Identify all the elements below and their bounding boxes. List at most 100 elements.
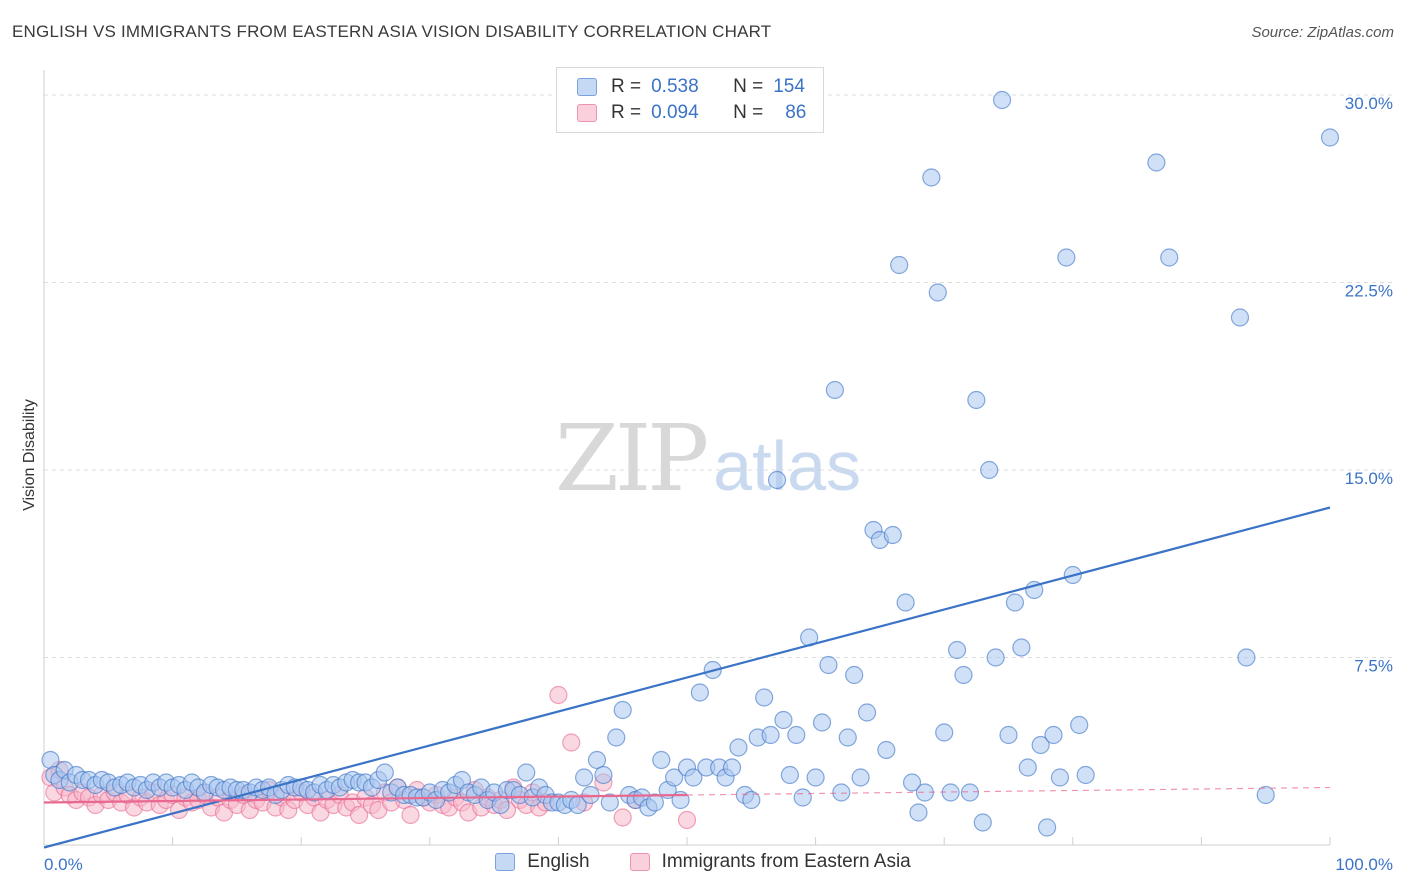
english-point xyxy=(845,665,864,685)
legend-n-value: 154 xyxy=(773,76,805,97)
english-point xyxy=(1256,785,1275,805)
english-point xyxy=(999,725,1018,745)
english-point xyxy=(787,725,806,745)
y-tick-label: 30.0% xyxy=(1345,94,1393,113)
english-point xyxy=(1012,638,1031,657)
english-point xyxy=(742,790,761,810)
english-point xyxy=(992,90,1012,110)
english-point xyxy=(793,788,812,807)
english-trendline xyxy=(43,506,1331,849)
legend-n-value: 86 xyxy=(785,102,807,123)
english-point xyxy=(851,768,870,787)
english-point xyxy=(587,750,607,770)
english-point xyxy=(986,648,1005,667)
english-point xyxy=(1005,593,1025,612)
english-point xyxy=(665,768,684,787)
y-tick-label: 7.5% xyxy=(1354,657,1393,676)
legend-stats: R = 0.538 N = 154 R = 0.094 N = 86 xyxy=(556,67,824,133)
english-point xyxy=(812,713,832,732)
english-point xyxy=(806,768,825,787)
english-point xyxy=(1230,308,1250,327)
x-tick-label: 100.0% xyxy=(1335,855,1393,874)
english-point xyxy=(1031,735,1050,755)
english-point xyxy=(729,738,748,757)
asia-point xyxy=(613,808,632,827)
english-point xyxy=(883,525,902,545)
english-point xyxy=(857,703,877,722)
legend-label-asia: Immigrants from Eastern Asia xyxy=(661,851,911,872)
english-point xyxy=(838,728,857,747)
english-point xyxy=(947,640,967,660)
legend-swatch-english xyxy=(495,853,516,871)
english-point xyxy=(41,750,60,770)
english-point xyxy=(825,380,844,400)
source-credit: Source: ZipAtlas.com xyxy=(1251,24,1394,41)
y-tick-label: 22.5% xyxy=(1345,282,1393,301)
legend-row-asia: R = 0.094 N = 86 xyxy=(577,100,806,126)
english-point xyxy=(819,655,838,675)
english-point xyxy=(1044,725,1063,745)
english-point xyxy=(1160,248,1179,267)
english-point xyxy=(896,593,915,612)
legend-r-label: R = xyxy=(611,76,642,97)
legend-swatch-asia xyxy=(629,853,650,871)
english-point xyxy=(767,470,787,490)
x-tick-label: 0.0% xyxy=(44,855,83,874)
legend-r-value: 0.538 xyxy=(651,76,699,97)
legend-r-value: 0.094 xyxy=(651,102,699,123)
english-point xyxy=(1037,818,1057,837)
watermark-atlas: atlas xyxy=(713,427,862,505)
english-point xyxy=(973,813,992,832)
asia-point xyxy=(349,805,369,825)
english-point xyxy=(935,723,954,742)
english-point xyxy=(1147,153,1166,172)
english-point xyxy=(1070,715,1089,735)
legend-label-english: English xyxy=(527,851,590,872)
english-point xyxy=(690,683,709,702)
english-point xyxy=(684,768,703,787)
legend-series: English Immigrants from Eastern Asia xyxy=(0,851,1406,873)
english-point xyxy=(1237,648,1256,667)
english-point xyxy=(909,803,928,822)
asia-point xyxy=(549,685,568,705)
english-point xyxy=(722,758,742,777)
english-point xyxy=(761,725,780,745)
english-point xyxy=(774,710,793,730)
english-point xyxy=(922,168,941,187)
english-point xyxy=(575,768,594,787)
english-point xyxy=(755,688,774,707)
asia-trendline-extension xyxy=(686,786,1331,796)
english-point xyxy=(1057,248,1076,267)
english-point xyxy=(1076,765,1095,785)
english-point xyxy=(832,783,851,802)
english-point xyxy=(613,700,632,720)
legend-item-asia[interactable]: Immigrants from Eastern Asia xyxy=(629,851,911,873)
english-point xyxy=(594,765,613,785)
english-point xyxy=(967,390,986,410)
english-point xyxy=(980,460,999,480)
legend-item-english[interactable]: English xyxy=(495,851,590,873)
legend-row-english: R = 0.538 N = 154 xyxy=(577,74,805,100)
english-point xyxy=(1320,128,1340,147)
english-point xyxy=(1050,768,1070,787)
english-point xyxy=(902,773,922,792)
english-point xyxy=(607,728,626,747)
asia-point xyxy=(401,805,420,825)
chart-title: ENGLISH VS IMMIGRANTS FROM EASTERN ASIA … xyxy=(12,22,772,41)
english-point xyxy=(877,740,896,760)
asia-point xyxy=(677,810,697,830)
watermark: ZIP atlas xyxy=(555,405,861,512)
english-point xyxy=(645,793,664,812)
legend-n-label: N = xyxy=(733,76,764,97)
english-point xyxy=(780,765,799,785)
legend-swatch-asia xyxy=(577,104,597,122)
english-point xyxy=(890,255,909,275)
english-point xyxy=(954,665,973,685)
asia-trendline xyxy=(43,793,688,804)
english-point xyxy=(1018,758,1037,777)
english-point xyxy=(375,763,394,782)
english-point xyxy=(928,283,947,302)
y-tick-label: 15.0% xyxy=(1345,469,1393,488)
legend-n-label: N = xyxy=(733,102,764,123)
